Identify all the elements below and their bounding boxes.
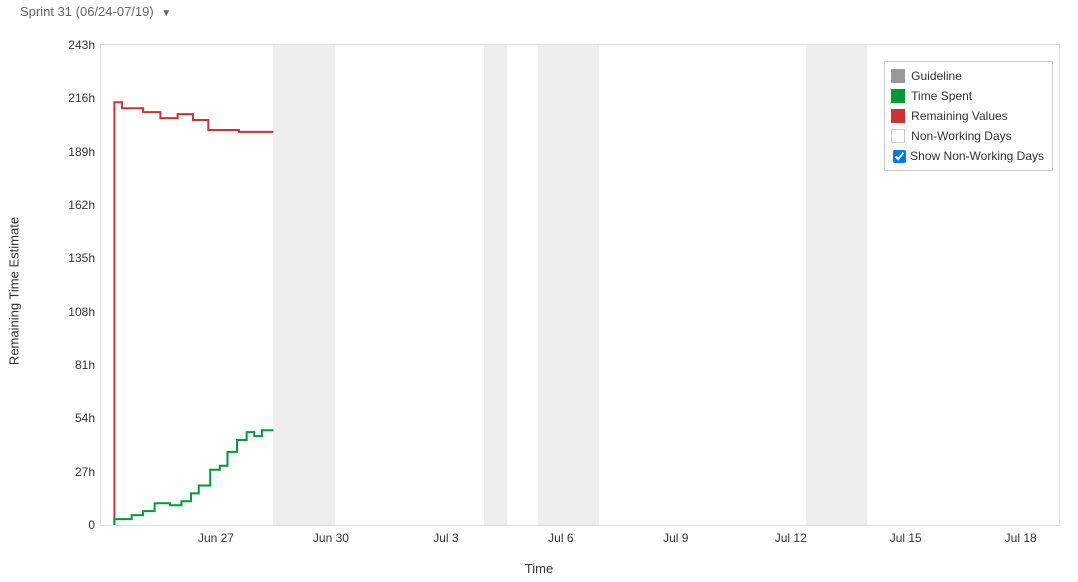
x-tick-label: Jul 6 <box>548 531 573 545</box>
x-tick-label: Jul 12 <box>775 531 807 545</box>
legend-item[interactable]: Time Spent <box>891 86 1044 106</box>
x-tick-label: Jun 30 <box>313 531 349 545</box>
legend-swatch <box>891 69 905 83</box>
legend-show-nwd-row: Show Non-Working Days <box>891 146 1044 166</box>
x-tick-label: Jun 27 <box>198 531 234 545</box>
legend-label: Remaining Values <box>911 109 1008 123</box>
y-tick-label: 216h <box>68 91 95 105</box>
y-axis-title: Remaining Time Estimate <box>7 217 22 365</box>
legend-label: Time Spent <box>911 89 972 103</box>
series-time-spent-line <box>114 430 273 525</box>
legend-swatch <box>891 89 905 103</box>
y-tick-label: 81h <box>75 358 95 372</box>
chart-legend: Guideline Time Spent Remaining Values Non-W… <box>884 61 1053 171</box>
x-axis-title: Time <box>525 561 553 576</box>
x-tick-label: Jul 9 <box>663 531 688 545</box>
legend-item[interactable]: Guideline <box>891 66 1044 86</box>
caret-down-icon: ▼ <box>161 8 171 19</box>
y-tick-label: 54h <box>75 411 95 425</box>
chart-plot-inner: 027h54h81h108h135h162h189h216h243hJun 27… <box>101 45 1059 525</box>
show-non-working-days-checkbox[interactable] <box>893 150 906 163</box>
legend-swatch <box>891 109 905 123</box>
legend-item[interactable]: Non-Working Days <box>891 126 1044 146</box>
y-tick-label: 0 <box>88 518 95 532</box>
y-tick-label: 135h <box>68 251 95 265</box>
x-tick-label: Jul 18 <box>1005 531 1037 545</box>
burndown-panel: Sprint 31 (06/24-07/19) ▼ Remaining Time… <box>0 0 1078 582</box>
sprint-label: Sprint 31 (06/24-07/19) <box>20 4 154 19</box>
show-non-working-days-label: Show Non-Working Days <box>910 149 1044 163</box>
legend-label: Guideline <box>911 69 962 83</box>
legend-label: Non-Working Days <box>911 129 1011 143</box>
legend-swatch <box>891 129 905 143</box>
y-tick-label: 27h <box>75 465 95 479</box>
chart-plot-area: 027h54h81h108h135h162h189h216h243hJun 27… <box>100 44 1060 526</box>
y-tick-label: 162h <box>68 198 95 212</box>
legend-item[interactable]: Remaining Values <box>891 106 1044 126</box>
y-tick-label: 108h <box>68 305 95 319</box>
sprint-selector[interactable]: Sprint 31 (06/24-07/19) ▼ <box>20 4 171 19</box>
x-tick-label: Jul 15 <box>890 531 922 545</box>
series-remaining-line <box>114 102 273 525</box>
y-tick-label: 243h <box>68 38 95 52</box>
x-tick-label: Jul 3 <box>433 531 458 545</box>
y-tick-label: 189h <box>68 145 95 159</box>
